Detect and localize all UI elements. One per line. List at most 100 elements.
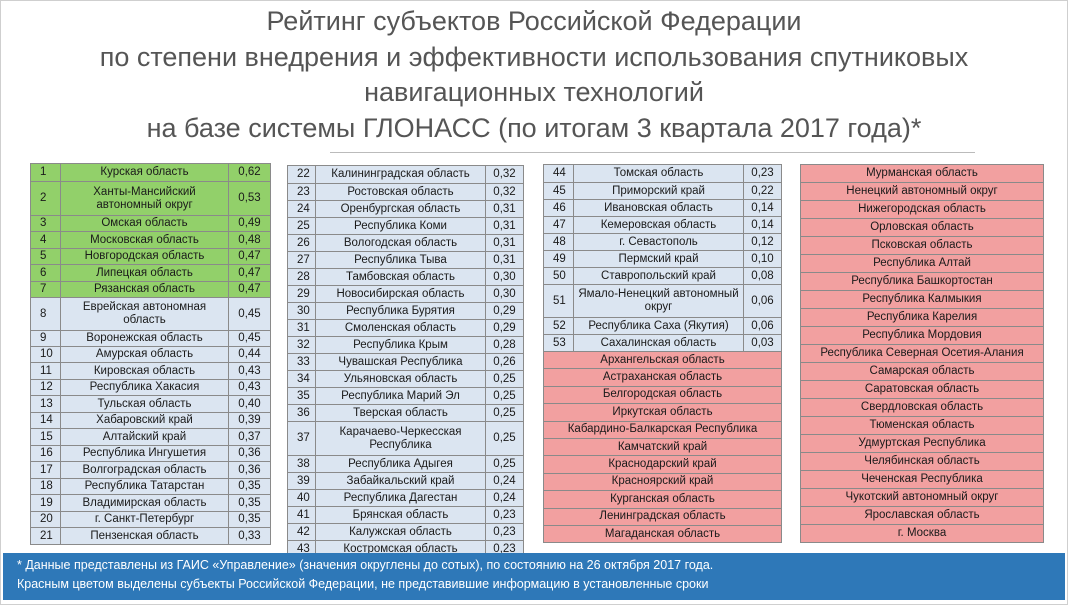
rating-table-1: 1 Курская область 0,62 2 Ханты-Мансийский ав… (30, 163, 271, 545)
table-row: Орловская область (800, 218, 1044, 237)
score-cell: 0,49 (228, 215, 271, 232)
region-cell: Хабаровский край (60, 412, 229, 429)
region-cell: Ульяновская область (315, 370, 486, 388)
rank-cell: 12 (30, 379, 61, 396)
region-cell: Смоленская область (315, 319, 486, 337)
rank-cell: 40 (287, 489, 316, 507)
rank-cell: 44 (543, 164, 574, 183)
region-cell: Иркутская область (543, 403, 782, 422)
title-line-1: Рейтинг субъектов Российской Федерации (266, 6, 802, 36)
table-row: Красноярский край (543, 472, 782, 492)
table-row: 16 Республика Ингушетия 0,36 (30, 445, 271, 462)
region-cell: Самарская область (800, 362, 1044, 381)
table-row: Челябинская область (800, 452, 1044, 471)
score-cell: 0,14 (743, 216, 782, 234)
region-cell: Архангельская область (543, 350, 782, 370)
rank-cell: 28 (287, 268, 316, 286)
table-row: 42 Калужская область 0,23 (287, 523, 524, 541)
rank-cell: 5 (30, 248, 61, 265)
score-cell: 0,31 (485, 217, 524, 235)
region-cell: Московская область (60, 231, 229, 249)
rank-cell: 8 (30, 297, 61, 331)
rank-cell: 22 (287, 165, 316, 184)
table-row: 49 Пермский край 0,10 (543, 250, 782, 268)
region-cell: Белгородская область (543, 385, 782, 405)
rank-cell: 48 (543, 233, 574, 251)
table-row: 33 Чувашская Республика 0,26 (287, 353, 524, 371)
table-row: 40 Республика Дагестан 0,24 (287, 489, 524, 507)
rank-cell: 33 (287, 353, 316, 371)
table-row: 7 Рязанская область 0,47 (30, 281, 271, 298)
score-cell: 0,29 (485, 319, 524, 337)
table-row: 38 Республика Адыгея 0,25 (287, 455, 524, 473)
rank-cell: 23 (287, 183, 316, 201)
table-row: 36 Тверская область 0,25 (287, 404, 524, 422)
region-cell: Республика Калмыкия (800, 290, 1044, 309)
region-cell: Ростовская область (315, 183, 486, 201)
region-cell: г. Санкт-Петербург (60, 511, 229, 528)
table-row: 35 Республика Марий Эл 0,25 (287, 387, 524, 405)
score-cell: 0,28 (485, 336, 524, 354)
table-row: 12 Республика Хакасия 0,43 (30, 379, 271, 396)
table-row: 15 Алтайский край 0,37 (30, 428, 271, 446)
score-cell: 0,24 (485, 472, 524, 490)
region-cell: Республика Дагестан (315, 489, 486, 507)
score-cell: 0,45 (228, 297, 271, 331)
rank-cell: 27 (287, 251, 316, 269)
rank-cell: 20 (30, 511, 61, 528)
score-cell: 0,43 (228, 362, 271, 380)
rank-cell: 51 (543, 284, 574, 318)
rating-table-2: 22 Калининградская область 0,32 23 Ростовска… (287, 165, 524, 558)
region-cell: Республика Марий Эл (315, 387, 486, 405)
score-cell: 0,31 (485, 200, 524, 218)
score-cell: 0,35 (228, 494, 271, 512)
region-cell: Ставропольский край (573, 267, 744, 285)
region-cell: Республика Мордовия (800, 326, 1044, 345)
table-row: 52 Республика Саха (Якутия) 0,06 (543, 317, 782, 335)
table-row: Республика Алтай (800, 254, 1044, 273)
region-cell: Тульская область (60, 395, 229, 413)
table-row: Самарская область (800, 362, 1044, 381)
score-cell: 0,25 (485, 455, 524, 473)
region-cell: Владимирская область (60, 494, 229, 512)
rank-cell: 36 (287, 404, 316, 422)
score-cell: 0,14 (743, 199, 782, 217)
table-row: Курганская область (543, 490, 782, 509)
rank-cell: 9 (30, 330, 61, 347)
score-cell: 0,31 (485, 251, 524, 269)
table-row: Республика Калмыкия (800, 290, 1044, 309)
region-cell: Карачаево-Черкесская Республика (315, 421, 486, 456)
score-cell: 0,40 (228, 395, 271, 413)
score-cell: 0,37 (228, 428, 271, 446)
region-cell: Красноярский край (543, 472, 782, 492)
rank-cell: 37 (287, 421, 316, 456)
region-cell: Республика Ингушетия (60, 445, 229, 462)
table-row: 47 Кемеровская область 0,14 (543, 216, 782, 234)
score-cell: 0,24 (485, 489, 524, 507)
table-row: 5 Новгородская область 0,47 (30, 248, 271, 265)
score-cell: 0,26 (485, 353, 524, 371)
region-cell: Курская область (60, 163, 229, 182)
score-cell: 0,35 (228, 478, 271, 495)
rank-cell: 41 (287, 506, 316, 524)
table-row: Ненецкий автономный округ (800, 182, 1044, 201)
score-cell: 0,53 (228, 181, 271, 216)
table-row: 29 Новосибирская область 0,30 (287, 285, 524, 303)
region-cell: Калужская область (315, 523, 486, 541)
rank-cell: 3 (30, 215, 61, 232)
region-cell: Псковская область (800, 236, 1044, 255)
region-cell: Брянская область (315, 506, 486, 524)
region-cell: Мурманская область (800, 164, 1044, 183)
region-cell: Свердловская область (800, 398, 1044, 417)
table-row: 19 Владимирская область 0,35 (30, 494, 271, 512)
rank-cell: 18 (30, 478, 61, 495)
table-row: Республика Башкортостан (800, 272, 1044, 291)
table-row: Республика Карелия (800, 308, 1044, 327)
table-row: 20 г. Санкт-Петербург 0,35 (30, 511, 271, 528)
table-row: Чукотский автономный округ (800, 488, 1044, 507)
score-cell: 0,32 (485, 183, 524, 201)
region-cell: Тюменская область (800, 416, 1044, 435)
rank-cell: 16 (30, 445, 61, 462)
region-cell: Вологодская область (315, 234, 486, 252)
rank-cell: 2 (30, 181, 61, 216)
